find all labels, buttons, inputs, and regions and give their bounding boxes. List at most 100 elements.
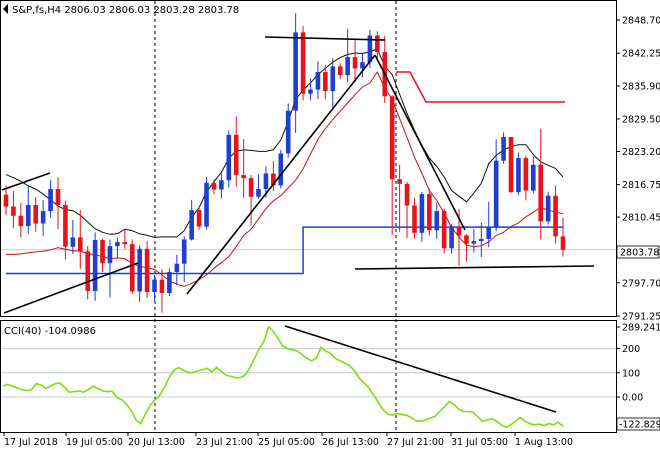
candle-body (523, 158, 529, 191)
candle-body (18, 215, 24, 227)
candle-body (256, 188, 261, 197)
candle (419, 192, 425, 243)
candle (530, 156, 536, 194)
candle-body (181, 239, 187, 264)
candle (256, 174, 261, 199)
candle-body (233, 134, 239, 176)
trendline (354, 265, 595, 270)
candle (560, 217, 566, 257)
cci-header: CCI(40) -104.0986 (4, 326, 96, 337)
candle-body (308, 89, 313, 94)
cci-tick-label: 200 (622, 344, 640, 355)
candle-body (278, 153, 284, 186)
channel-step-line (6, 226, 563, 275)
candle-body (129, 244, 135, 292)
candle (211, 179, 217, 195)
candle-body (77, 237, 83, 252)
candle-body (501, 136, 506, 161)
candle (107, 239, 113, 298)
current-price-label: 2803.78 (620, 248, 659, 259)
candle-body (330, 66, 336, 92)
candle-body (219, 180, 224, 190)
candle-body (553, 195, 558, 237)
candle-body (100, 240, 105, 264)
candle (352, 39, 358, 83)
candle-body (464, 235, 469, 244)
candle (189, 199, 194, 241)
candle-body (427, 194, 432, 231)
candle-body (412, 205, 417, 233)
candle-body (33, 204, 39, 224)
candle-body (152, 279, 157, 293)
current-price-marker: 2803.78 (616, 245, 660, 259)
candle-body (375, 35, 380, 52)
candle-body (70, 237, 76, 247)
price-tick-label: 2791.25 (622, 312, 660, 323)
cci-tick-label: 289.2414 (622, 322, 660, 333)
candle-body (11, 206, 16, 216)
candle-body (486, 227, 492, 239)
candle-body (493, 160, 499, 228)
candle (389, 95, 395, 236)
candle-body (471, 241, 477, 244)
candle (471, 228, 477, 253)
candle (144, 241, 150, 298)
candle-body (189, 210, 194, 240)
candle-body (479, 238, 484, 242)
candle-body (367, 35, 373, 63)
candle (501, 132, 506, 164)
candle (323, 64, 328, 100)
candle (293, 13, 298, 133)
candle (412, 198, 417, 239)
candle-body (115, 242, 120, 247)
candle (18, 202, 24, 238)
candle-body (25, 204, 31, 227)
candle (360, 52, 365, 78)
candle (233, 116, 239, 187)
candle (70, 219, 76, 254)
time-tick-label: 27 Jul 21:00 (387, 437, 444, 448)
candle (77, 210, 83, 269)
candle-body (122, 242, 128, 245)
candle-body (538, 164, 544, 222)
candle (516, 152, 521, 196)
candle-body (352, 57, 358, 69)
candle (137, 245, 142, 302)
candle (40, 199, 46, 236)
trendline (186, 54, 376, 295)
candle-body (144, 248, 150, 293)
candle-body (3, 194, 9, 207)
candle (427, 188, 432, 236)
candle (25, 185, 31, 234)
candle (271, 161, 276, 192)
price-tick-label: 2816.75 (622, 180, 660, 191)
candle (55, 177, 61, 230)
cci-tick-label: 0.00 (622, 393, 643, 404)
candle (449, 224, 454, 254)
candle (92, 232, 98, 301)
candle (48, 180, 53, 218)
candle-body (40, 211, 46, 224)
candle (226, 130, 232, 188)
candle (174, 254, 180, 285)
candle-body (107, 246, 113, 264)
candle (63, 200, 68, 260)
candle-body (241, 175, 246, 179)
candle (167, 268, 172, 297)
candle (545, 191, 551, 225)
candle (181, 236, 187, 283)
symbol-header: S&P,fs,H4 2806.03 2806.03 2803.28 2803.7… (12, 5, 239, 16)
trendline (3, 262, 139, 314)
candle (241, 139, 246, 198)
candle-body (167, 271, 172, 294)
trendlines (1, 36, 595, 314)
grid-lines (1, 1, 616, 432)
candle-body (196, 210, 202, 227)
trendline (374, 54, 466, 231)
time-tick-label: 25 Jul 05:00 (258, 437, 315, 448)
candle-body (285, 110, 291, 154)
cci-indicator (2, 325, 564, 429)
candle (464, 234, 469, 262)
candle (308, 78, 313, 101)
cci-line (2, 325, 564, 429)
